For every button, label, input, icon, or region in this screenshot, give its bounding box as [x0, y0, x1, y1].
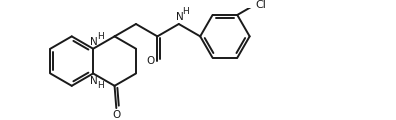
Text: O: O — [112, 110, 120, 120]
Text: N: N — [90, 37, 98, 47]
Text: N: N — [90, 75, 98, 86]
Text: H: H — [183, 7, 189, 16]
Text: N: N — [176, 12, 184, 22]
Text: H: H — [97, 81, 104, 90]
Text: Cl: Cl — [256, 0, 267, 10]
Text: H: H — [97, 32, 104, 41]
Text: O: O — [146, 56, 154, 66]
